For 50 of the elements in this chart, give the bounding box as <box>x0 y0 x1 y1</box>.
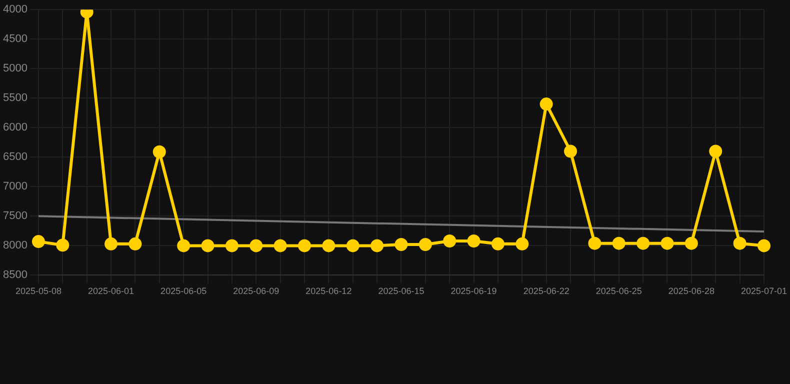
y-tick-label: 8500 <box>2 269 28 282</box>
x-tick-label: 2025-05-08 <box>15 286 62 296</box>
x-tick-label: 2025-06-19 <box>450 286 497 296</box>
point <box>516 237 529 250</box>
point <box>564 144 578 158</box>
point <box>709 144 722 158</box>
point <box>467 234 480 248</box>
point <box>225 239 238 252</box>
y-tick-label: 5500 <box>2 92 28 104</box>
point <box>588 236 602 250</box>
x-tick-label: 2025-06-25 <box>596 286 642 296</box>
y-tick-label: 7000 <box>2 180 28 193</box>
y-tick-label: 6500 <box>2 151 28 164</box>
x-tick-label: 2025-06-12 <box>306 286 352 296</box>
x-tick-label: 2025-06-05 <box>160 286 207 296</box>
point <box>128 237 142 250</box>
x-tick-label: 2025-06-15 <box>378 286 424 296</box>
point <box>612 236 626 250</box>
y-tick-label: 4500 <box>2 33 28 46</box>
point <box>201 239 214 252</box>
y-tick-label: 8000 <box>2 240 28 252</box>
point <box>491 237 504 250</box>
point <box>298 239 311 252</box>
point <box>733 236 746 250</box>
x-tick-label: 2025-06-01 <box>88 286 134 296</box>
point <box>152 145 166 158</box>
point <box>322 239 336 252</box>
point <box>274 239 287 252</box>
x-tick-label: 2025-06-09 <box>233 286 280 296</box>
x-tick-label: 2025-07-01 <box>740 286 788 296</box>
point <box>540 98 553 111</box>
point <box>636 236 650 250</box>
y-tick-label: 5000 <box>2 62 28 75</box>
point <box>757 239 770 252</box>
point <box>346 239 360 252</box>
x-tick-label: 2025-06-28 <box>668 286 714 296</box>
point <box>104 237 118 250</box>
y-tick-label: 7500 <box>2 210 28 222</box>
point <box>443 234 456 248</box>
point <box>250 239 263 252</box>
point <box>56 238 70 252</box>
y-tick-label: 4000 <box>2 4 28 16</box>
point <box>370 239 384 252</box>
point <box>418 238 432 252</box>
point <box>394 238 408 252</box>
y-tick-label: 6000 <box>2 122 28 134</box>
point <box>660 236 674 250</box>
point <box>177 239 190 252</box>
point <box>684 236 698 250</box>
x-tick-label: 2025-06-22 <box>523 286 570 296</box>
